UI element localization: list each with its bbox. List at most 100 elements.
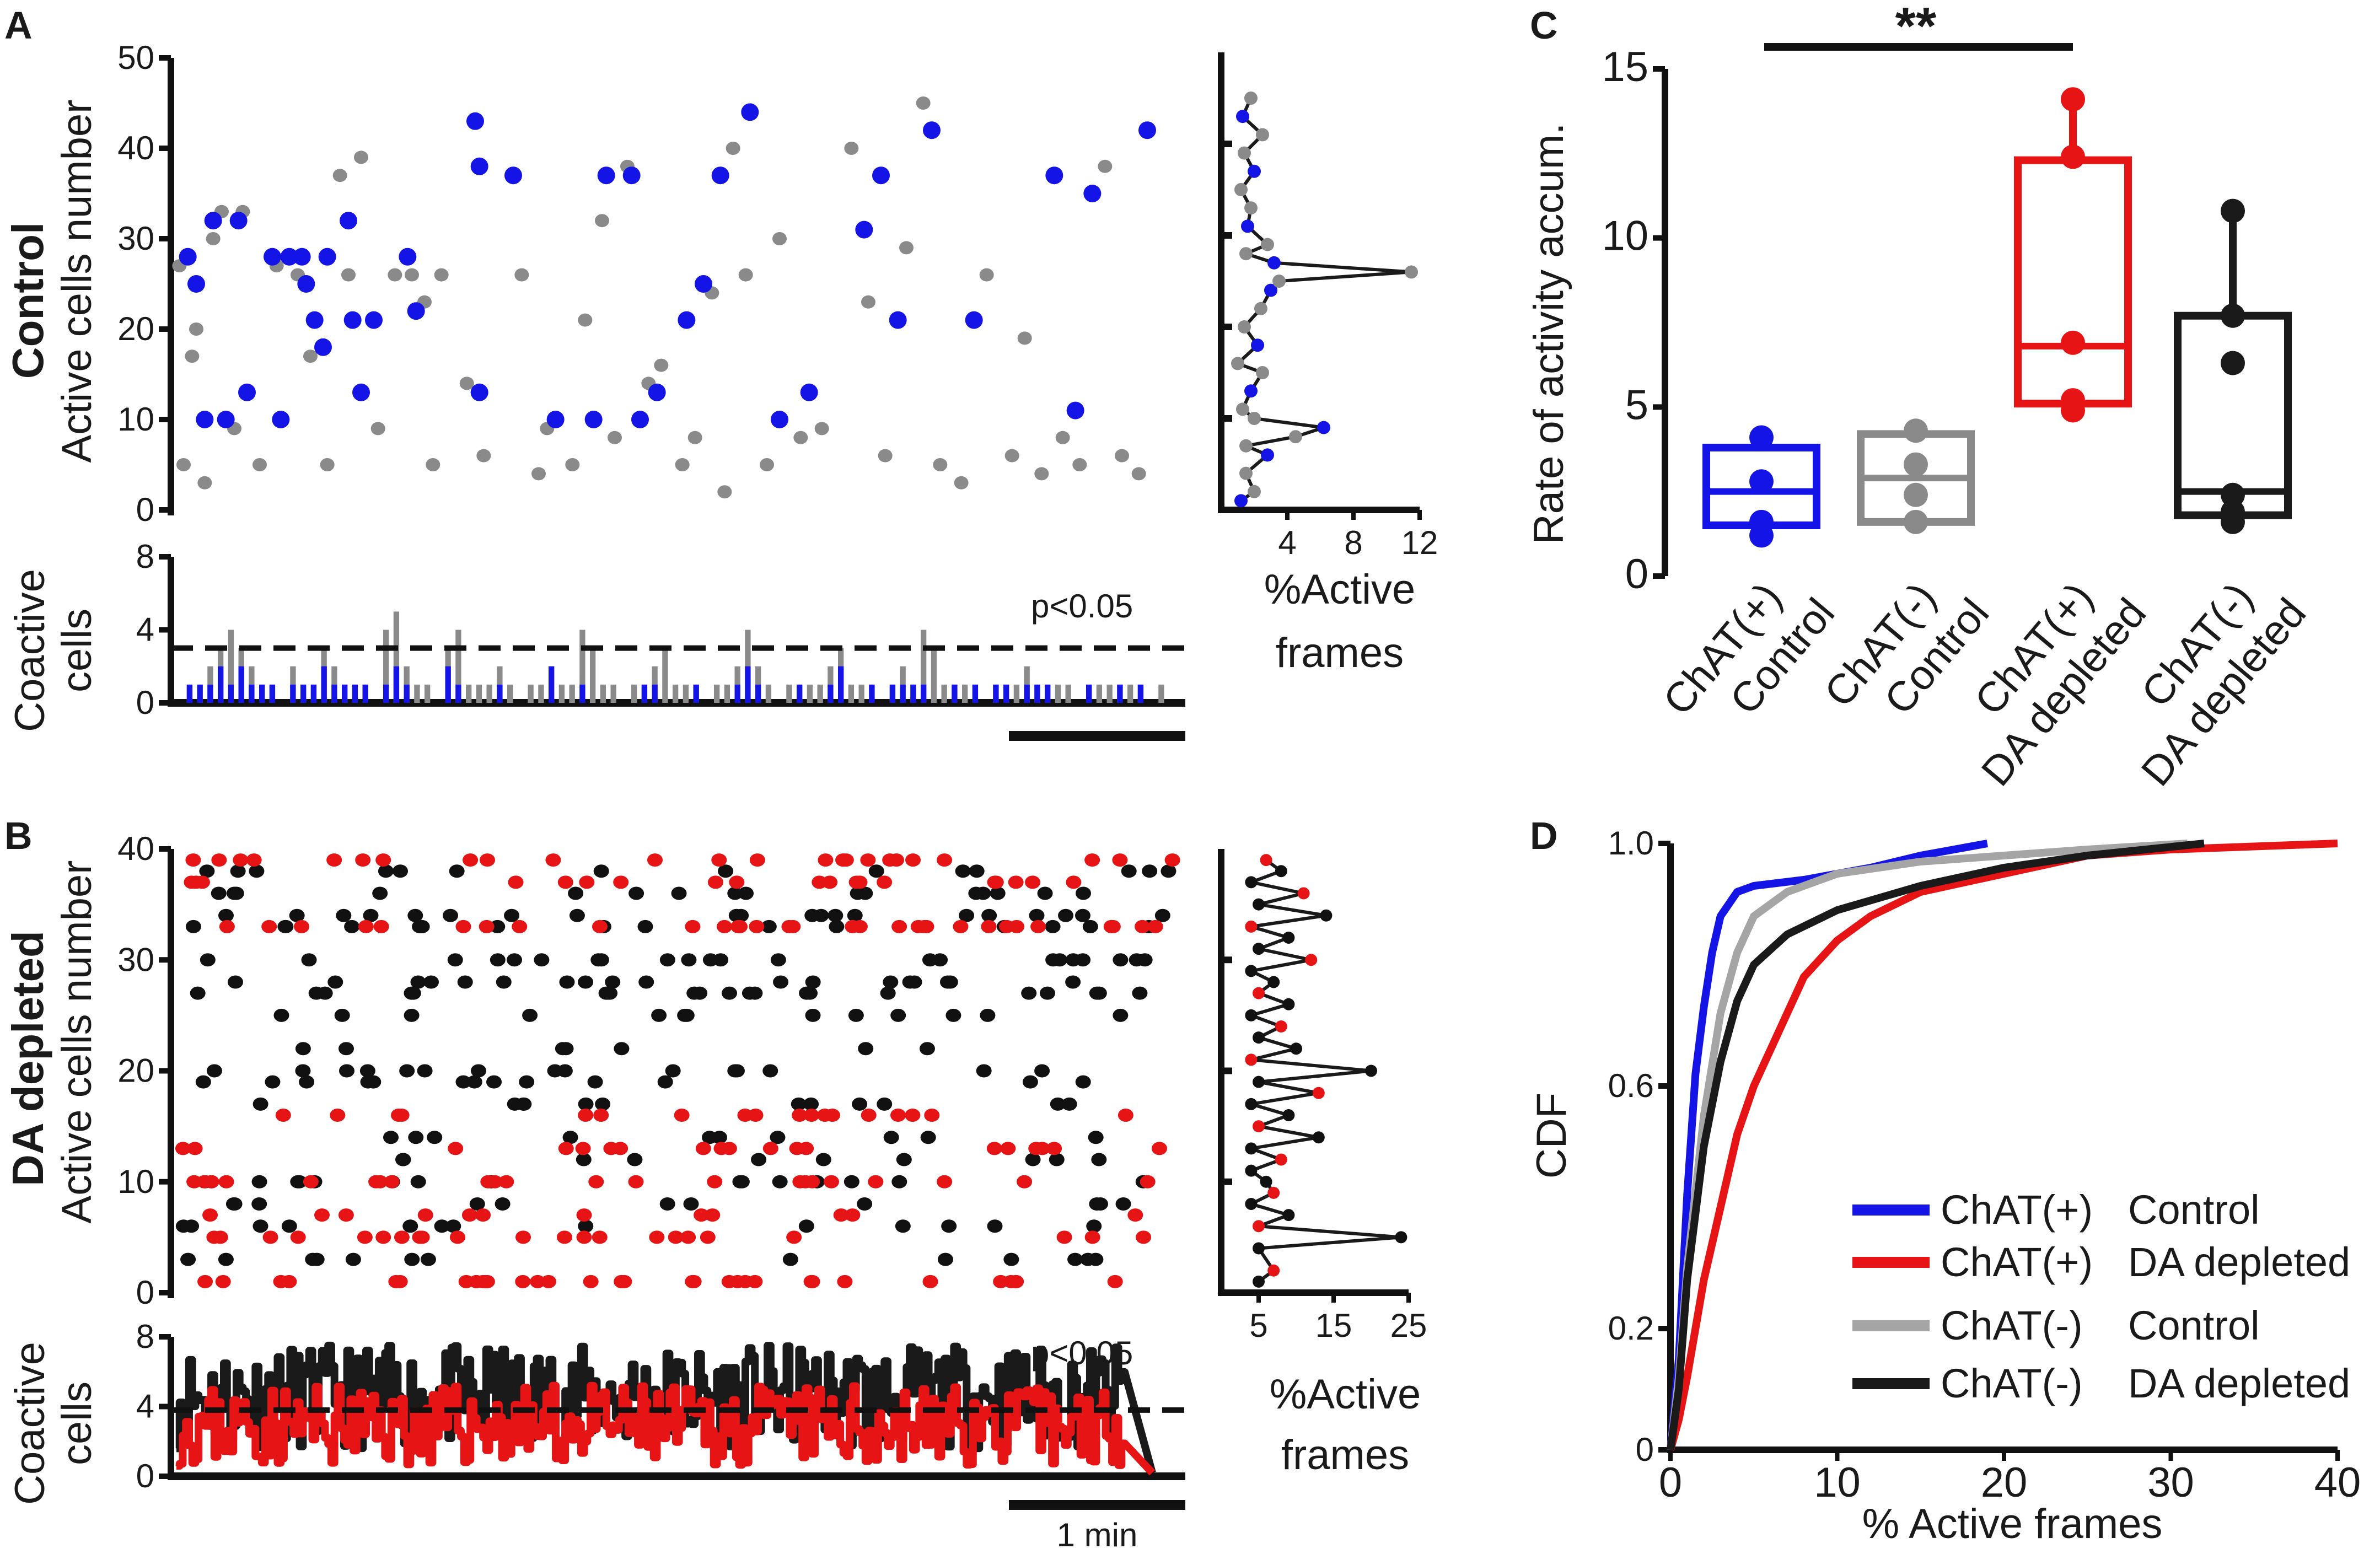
a-coactive-bar <box>342 684 348 703</box>
a-raster-dot <box>772 232 787 245</box>
b-raster-dot <box>1107 1275 1123 1288</box>
b-raster-dot <box>773 975 789 989</box>
a-hist-dot <box>1289 430 1302 444</box>
b-raster-dot <box>941 1219 957 1233</box>
b-raster-dot <box>417 1208 433 1222</box>
b-raster-dot <box>937 1175 953 1189</box>
a-raster-dot <box>675 458 690 471</box>
a-coactive-bar <box>569 684 575 703</box>
a-raster-dot <box>631 411 649 428</box>
c-point <box>2061 330 2085 355</box>
b-hist-dot <box>1275 1020 1287 1033</box>
b-raster-dot <box>378 864 394 878</box>
b-raster-dot <box>1118 1109 1133 1122</box>
b-raster-dot <box>638 975 654 989</box>
a-raster-dot <box>687 431 702 444</box>
b-raster-dot <box>1039 986 1055 1000</box>
a-coactive-bar <box>362 684 368 703</box>
b-raster-dot <box>628 886 644 900</box>
b-raster-dot <box>837 1275 853 1288</box>
b-hist-dot <box>1267 976 1280 988</box>
b-raster-dot <box>798 1219 814 1233</box>
b-raster-dot <box>1154 908 1170 922</box>
b-raster-dot <box>338 1208 354 1222</box>
a-coactive-bar <box>476 684 482 703</box>
b-raster-dot <box>782 1252 798 1266</box>
a-raster-dot <box>1045 166 1063 185</box>
legend-label-chat-minus-control: ChAT(-) <box>1941 1303 2083 1348</box>
b-raster-dot <box>294 920 310 933</box>
a-raster-dot <box>504 166 522 185</box>
a-raster-dot <box>365 311 383 329</box>
a-coactive-bar <box>755 684 761 703</box>
b-raster-dot <box>953 920 969 933</box>
a-raster-dot <box>179 248 197 266</box>
b-raster-dot <box>479 853 495 867</box>
a-coactive-ytick-label: 8 <box>136 538 154 575</box>
b-raster-dot <box>968 886 984 900</box>
a-coactive-bar <box>631 684 637 703</box>
b-raster-dot <box>677 1008 693 1022</box>
a-threshold-label: p<0.05 <box>1031 588 1133 625</box>
b-raster-dot <box>218 1175 234 1189</box>
b-coactive-ylabel-1: Coactive <box>7 1342 53 1505</box>
b-raster-dot <box>707 875 723 889</box>
a-raster-dot <box>206 232 221 245</box>
b-raster-dot <box>805 1008 821 1022</box>
b-raster-dot <box>175 1142 191 1155</box>
c-point <box>1749 425 1774 450</box>
a-hist-dot <box>1261 448 1274 462</box>
a-raster-dot <box>189 322 203 336</box>
b-raster-dot <box>534 953 550 967</box>
b-raster-dot <box>449 864 465 878</box>
b-raster-dot <box>1140 1175 1156 1189</box>
b-raster-dot <box>772 1175 788 1189</box>
b-raster-dot <box>1137 953 1153 967</box>
b-raster-dot <box>707 1175 723 1189</box>
b-raster-dot <box>1113 953 1129 967</box>
a-raster-dot <box>314 338 332 356</box>
a-raster-ytick-label: 40 <box>117 130 154 166</box>
a-raster-dot <box>217 411 235 428</box>
a-hist-dot <box>1241 219 1254 233</box>
b-hist-dot <box>1290 1042 1302 1055</box>
b-raster-dot <box>1112 853 1128 867</box>
b-raster-dot <box>190 986 206 1000</box>
a-hist-dot <box>1244 201 1258 215</box>
b-raster-dot <box>685 1275 701 1288</box>
b-raster-dot <box>818 853 834 867</box>
a-coactive-bar <box>1137 684 1144 703</box>
b-hist-dot <box>1267 1264 1280 1277</box>
b-raster-dot <box>338 1042 354 1056</box>
legend-label-chat-plus-control: ChAT(+) <box>1941 1187 2093 1233</box>
a-raster-dot <box>793 431 808 444</box>
a-raster-dot <box>229 212 248 230</box>
b-raster-dot <box>891 1175 907 1189</box>
a-coactive-bar <box>817 684 823 703</box>
a-raster-dot <box>800 383 818 401</box>
a-coactive-bar <box>404 684 410 703</box>
b-raster-dot <box>1136 1230 1152 1244</box>
b-raster-dot <box>273 1008 289 1022</box>
b-raster-dot <box>803 1109 819 1122</box>
a-raster-dot <box>407 302 425 320</box>
a-coactive-bar <box>910 684 916 703</box>
b-raster-dot <box>1132 986 1148 1000</box>
b-raster-dot <box>920 1131 936 1144</box>
a-coactive-bar <box>786 684 792 703</box>
a-coactive-bar <box>1117 684 1123 703</box>
a-raster-dot <box>771 411 788 428</box>
a-raster-dot <box>916 96 931 110</box>
b-raster-dot <box>498 1175 514 1189</box>
b-raster-dot <box>1003 1275 1019 1288</box>
b-raster-dot <box>613 875 629 889</box>
b-raster-dot <box>665 1064 681 1078</box>
b-raster-dot <box>357 1230 373 1244</box>
c-box <box>2014 156 2132 408</box>
b-hist-dot <box>1253 1242 1265 1255</box>
a-coactive-bar <box>1055 684 1061 703</box>
c-point <box>2061 87 2085 112</box>
b-raster-dot <box>829 920 845 933</box>
b-raster-dot <box>407 908 423 922</box>
b-raster-dot <box>330 1109 346 1122</box>
